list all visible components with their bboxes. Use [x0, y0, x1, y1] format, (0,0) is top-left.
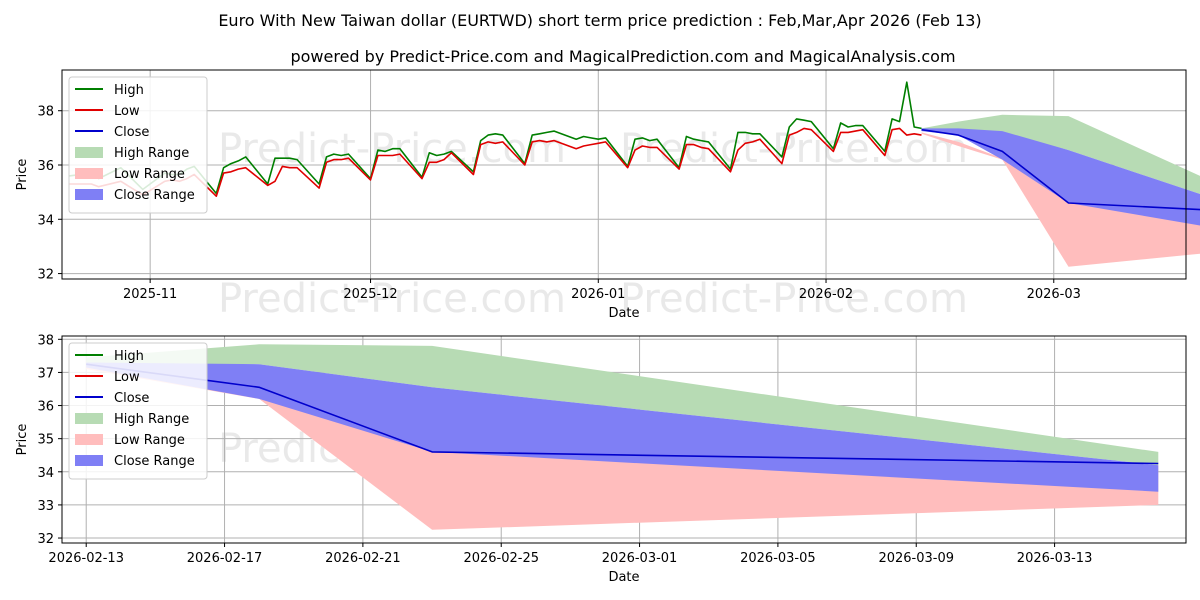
- top-low-line: [69, 127, 922, 197]
- top-x-tick-label-3: 2026-02: [799, 287, 853, 302]
- bottom-axes-frame: [61, 335, 1187, 544]
- top-y-axis-label: Price: [15, 159, 30, 191]
- top-legend-label-high-range: High Range: [114, 146, 189, 161]
- bottom-x-tick-label-3: 2026-02-25: [463, 551, 539, 566]
- top-panel: Predict-Price.com Predict-Price.comPredic…: [15, 69, 1200, 322]
- bottom-legend-label-low: Low: [114, 370, 140, 385]
- bottom-legend-swatch-low-range: [75, 434, 103, 445]
- bottom-legend-swatch-high-range: [75, 413, 103, 424]
- top-legend-label-high: High: [114, 83, 144, 98]
- top-low-range-band: [921, 132, 1200, 267]
- bottom-x-tick-label-6: 2026-03-09: [878, 551, 954, 566]
- top-x-tick-label-2: 2026-01: [571, 287, 625, 302]
- top-x-axis-label: Date: [608, 306, 639, 321]
- top-watermark-right-1: Predict-Price.com: [620, 276, 968, 322]
- top-axes-frame: [61, 69, 1187, 280]
- top-watermark-left-1: Predict-Price.com: [218, 276, 566, 322]
- bottom-x-tick-label-7: 2026-03-13: [1017, 551, 1093, 566]
- top-x-tick-label-0: 2025-11: [123, 287, 177, 302]
- bottom-low-range-band: [86, 365, 1159, 530]
- top-legend-label-low: Low: [114, 104, 140, 119]
- top-close-range-band: [921, 128, 1200, 226]
- bottom-legend-label-high: High: [114, 349, 144, 364]
- bottom-x-axis-label: Date: [608, 570, 639, 585]
- bottom-y-tick-label-2: 34: [37, 466, 54, 481]
- bottom-y-tick-label-5: 37: [37, 366, 54, 381]
- chart-title: Euro With New Taiwan dollar (EURTWD) sho…: [218, 11, 981, 30]
- bottom-legend-label-high-range: High Range: [114, 412, 189, 427]
- bottom-high-range-band: [86, 344, 1159, 466]
- bottom-legend-swatch-close-range: [75, 455, 103, 466]
- bottom-x-tick-label-0: 2026-02-13: [48, 551, 124, 566]
- top-legend-box: [68, 76, 208, 214]
- top-close-line: [921, 128, 1200, 211]
- bottom-y-axis-label: Price: [15, 424, 30, 456]
- bottom-x-tick-label-2: 2026-02-21: [325, 551, 401, 566]
- bottom-y-tick-label-4: 36: [37, 400, 54, 415]
- top-legend-label-low-range: Low Range: [114, 167, 185, 182]
- top-legend-swatch-low-range: [75, 168, 103, 179]
- top-high-range-band: [921, 114, 1200, 195]
- bottom-x-tick-label-5: 2026-03-05: [740, 551, 816, 566]
- bottom-legend-label-low-range: Low Range: [114, 433, 185, 448]
- top-legend-label-close-range: Close Range: [114, 188, 195, 203]
- top-y-tick-label-2: 36: [37, 159, 54, 174]
- bottom-y-tick-label-6: 38: [37, 333, 54, 348]
- top-legend-label-close: Close: [114, 125, 149, 140]
- bottom-panel: Predict-Price.comPredict-Price.com2026-0…: [15, 333, 1187, 585]
- chart-subtitle: powered by Predict-Price.com and Magical…: [290, 47, 955, 66]
- top-x-tick-label-4: 2026-03: [1027, 287, 1081, 302]
- top-y-tick-label-0: 32: [37, 268, 54, 283]
- bottom-legend-label-close: Close: [114, 391, 149, 406]
- bottom-y-tick-label-0: 32: [37, 532, 54, 547]
- top-y-tick-label-1: 34: [37, 213, 54, 228]
- bottom-x-tick-label-4: 2026-03-01: [602, 551, 678, 566]
- bottom-y-tick-label-3: 35: [37, 433, 54, 448]
- top-legend-swatch-close-range: [75, 189, 103, 200]
- bottom-y-tick-label-1: 33: [37, 499, 54, 514]
- bottom-legend-label-close-range: Close Range: [114, 454, 195, 469]
- bottom-x-tick-label-1: 2026-02-17: [187, 551, 263, 566]
- bottom-legend-box: [68, 342, 208, 480]
- top-y-tick-label-3: 38: [37, 105, 54, 120]
- top-legend-swatch-high-range: [75, 147, 103, 158]
- top-x-tick-label-1: 2025-12: [343, 287, 397, 302]
